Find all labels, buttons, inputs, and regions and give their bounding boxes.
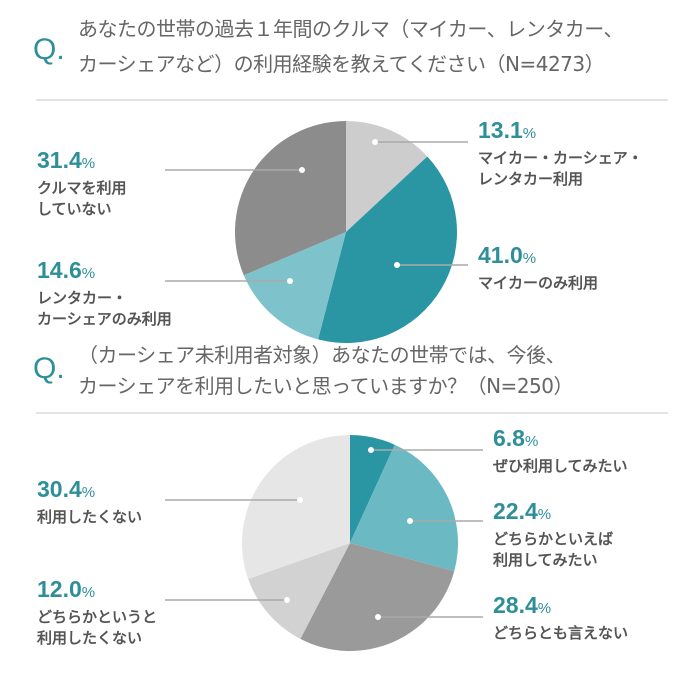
pie2-slice-1 [350,444,458,572]
percent-value: 14.6 [37,257,82,283]
pie2-leader-dot-0 [368,447,374,453]
question-2-line-1: （カーシェア未利用者対象）あなたの世帯では、今後、 [78,343,566,367]
question-2-line-2: カーシェアを利用したいと思っていますか？（N=250） [78,374,574,398]
pie2-slice-4 [241,435,350,579]
pie1-percent-label-1: 41.0% [478,242,536,269]
percent-value: 28.4 [493,592,538,618]
pie2-leader-dot-3 [284,597,290,603]
pie2-leader-dot-2 [375,614,381,620]
percent-sign: % [81,265,96,282]
question-1-line-2: カーシェアなど）の利用経験を教えてください（N=4273） [78,52,605,76]
percent-value: 13.1 [478,117,523,143]
percent-value: 30.4 [37,476,82,502]
pie2-percent-label-4: 30.4% [37,476,95,503]
pie1-category-label-3: クルマを利用 していない [37,179,127,218]
question-mark-1: Q. [33,33,65,66]
pie1-slice-1 [318,156,458,344]
question-1-line-1: あなたの世帯の過去１年間のクルマ（マイカー、レンタカー、 [78,17,624,41]
percent-value: 41.0 [478,242,523,268]
pie2-slice-2 [300,543,455,651]
pie2-category-label-2: どちらとも言えない [493,624,629,642]
pie1-category-label-2: レンタカー・ カーシェアのみ利用 [37,289,172,328]
pie2-percent-label-2: 28.4% [493,592,551,619]
pie1-category-label-1: マイカーのみ利用 [478,274,599,292]
percent-value: 22.4 [493,498,538,524]
pie2-percent-label-0: 6.8% [493,425,538,452]
pie1-percent-label-3: 31.4% [37,147,95,174]
pie1-leader-dot-2 [287,278,293,284]
percent-sign: % [537,506,552,523]
percent-sign: % [81,155,96,172]
pie2-leader-dot-4 [297,497,303,503]
pie1-percent-label-0: 13.1% [478,117,536,144]
percent-value: 12.0 [37,576,82,602]
pie2-leader-dot-1 [407,518,413,524]
pie2-percent-label-3: 12.0% [37,576,95,603]
pie1-percent-label-2: 14.6% [37,257,95,284]
pie2-slice-3 [248,543,350,639]
pie1-slice-3 [234,121,346,276]
percent-sign: % [81,484,96,501]
percent-sign: % [522,250,537,267]
percent-sign: % [522,125,537,142]
pie2-category-label-0: ぜひ利用してみたい [493,457,628,475]
percent-sign: % [537,600,552,617]
pie2-category-label-4: 利用したくない [37,508,143,526]
pie1-category-label-0: マイカー・カーシェア・ レンタカー利用 [478,149,643,188]
divider-1 [36,99,668,101]
percent-value: 31.4 [37,147,82,173]
question-mark-2: Q. [33,352,65,385]
pie2-percent-label-1: 22.4% [493,498,551,525]
pie1-leader-dot-0 [372,139,378,145]
pie2-slice-0 [350,435,395,543]
pie1-slice-0 [346,121,428,232]
divider-2 [36,412,668,414]
pie1-leader-dot-3 [299,167,305,173]
pie2-category-label-1: どちらかといえば 利用してみたい [493,530,614,569]
percent-sign: % [524,433,539,450]
percent-value: 6.8 [493,425,525,451]
pie1-slice-2 [243,232,346,340]
pie1-leader-dot-1 [394,262,400,268]
pie2-category-label-3: どちらかというと 利用したくない [37,608,158,647]
percent-sign: % [81,584,96,601]
